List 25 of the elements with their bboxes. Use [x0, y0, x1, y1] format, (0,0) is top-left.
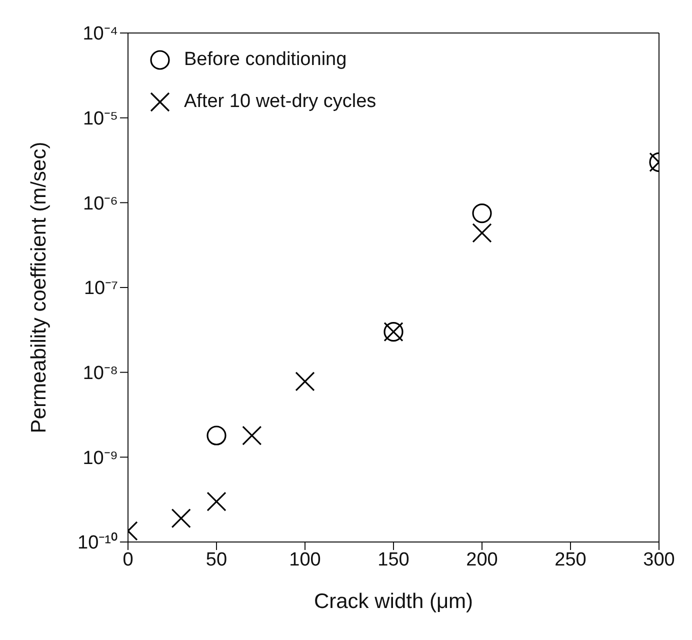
- y-tick-label: 10⁻⁹: [82, 448, 118, 469]
- legend-label: After 10 wet-dry cycles: [184, 91, 376, 113]
- y-tick-label: 10⁻⁵: [82, 108, 118, 130]
- x-tick-label: 0: [122, 549, 134, 570]
- y-tick-label: 10⁻⁸: [82, 363, 118, 384]
- x-tick-label: 150: [378, 549, 410, 570]
- point: [206, 492, 226, 512]
- y-axis-title: Permeability coefficient (m/sec): [27, 142, 50, 434]
- y-tick-label: 10⁻⁷: [84, 278, 118, 300]
- point: [472, 203, 492, 224]
- y-tick-label: 10⁻⁶: [83, 193, 118, 214]
- y-tick-label: 10⁻⁴: [82, 24, 118, 45]
- x-tick-label: 100: [289, 549, 321, 570]
- x-tick-label: 200: [466, 549, 498, 570]
- x-tick-label: 300: [643, 549, 675, 570]
- x-tick-label: 50: [206, 549, 228, 570]
- point: [242, 426, 262, 446]
- x-axis-title: Crack width (μm): [314, 590, 474, 613]
- point: [171, 508, 191, 528]
- legend-label: Before conditioning: [184, 49, 347, 71]
- point: [472, 223, 492, 243]
- point: [206, 426, 226, 446]
- x-tick-label: 250: [554, 549, 586, 570]
- y-tick-label: 10⁻¹⁰: [78, 532, 118, 554]
- point: [295, 372, 315, 392]
